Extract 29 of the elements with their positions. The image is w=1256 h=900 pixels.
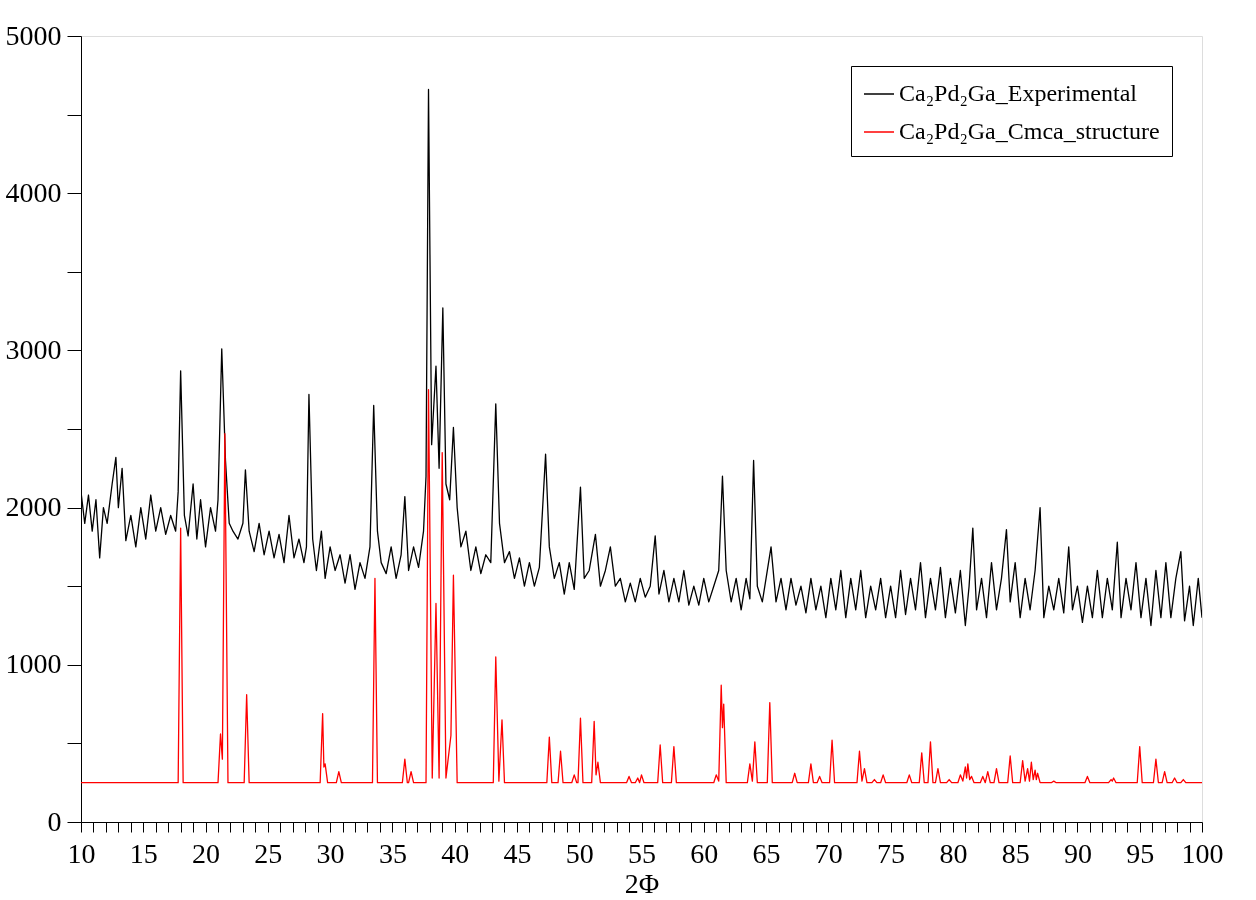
y-tick-label: 1000 xyxy=(5,648,62,680)
x-tick-label: 30 xyxy=(316,837,345,869)
x-tick-label: 25 xyxy=(254,837,283,869)
x-tick-label: 65 xyxy=(752,837,781,869)
y-tick-label: 4000 xyxy=(5,176,62,208)
legend-label: Ca₂Pd₂Ga_Cmca_structure xyxy=(899,118,1160,144)
y-tick-label: 3000 xyxy=(5,333,62,365)
y-tick-label: 5000 xyxy=(5,19,62,51)
y-tick-label: 0 xyxy=(47,805,62,837)
x-tick-label: 70 xyxy=(814,837,843,869)
x-tick-label: 55 xyxy=(628,837,656,869)
x-tick-label: 35 xyxy=(378,837,407,869)
x-tick-label: 80 xyxy=(939,837,968,869)
y-tick-label: 2000 xyxy=(5,491,62,523)
x-tick-label: 20 xyxy=(192,837,221,869)
x-tick-label: 60 xyxy=(690,837,719,869)
x-tick-label: 100 xyxy=(1181,837,1224,869)
x-tick-label: 85 xyxy=(1001,837,1030,869)
legend-label: Ca₂Pd₂Ga_Experimental xyxy=(899,80,1138,106)
x-tick-label: 45 xyxy=(503,837,532,869)
x-axis-title: 2Φ xyxy=(624,867,660,899)
x-tick-label: 75 xyxy=(877,837,906,869)
x-tick-label: 95 xyxy=(1126,837,1155,869)
x-tick-label: 15 xyxy=(129,837,158,869)
x-tick-label: 90 xyxy=(1063,837,1092,869)
line-series xyxy=(81,389,1202,784)
x-tick-label: 10 xyxy=(67,837,96,869)
x-tick-label: 50 xyxy=(565,837,594,869)
x-tick-label: 40 xyxy=(441,837,470,869)
